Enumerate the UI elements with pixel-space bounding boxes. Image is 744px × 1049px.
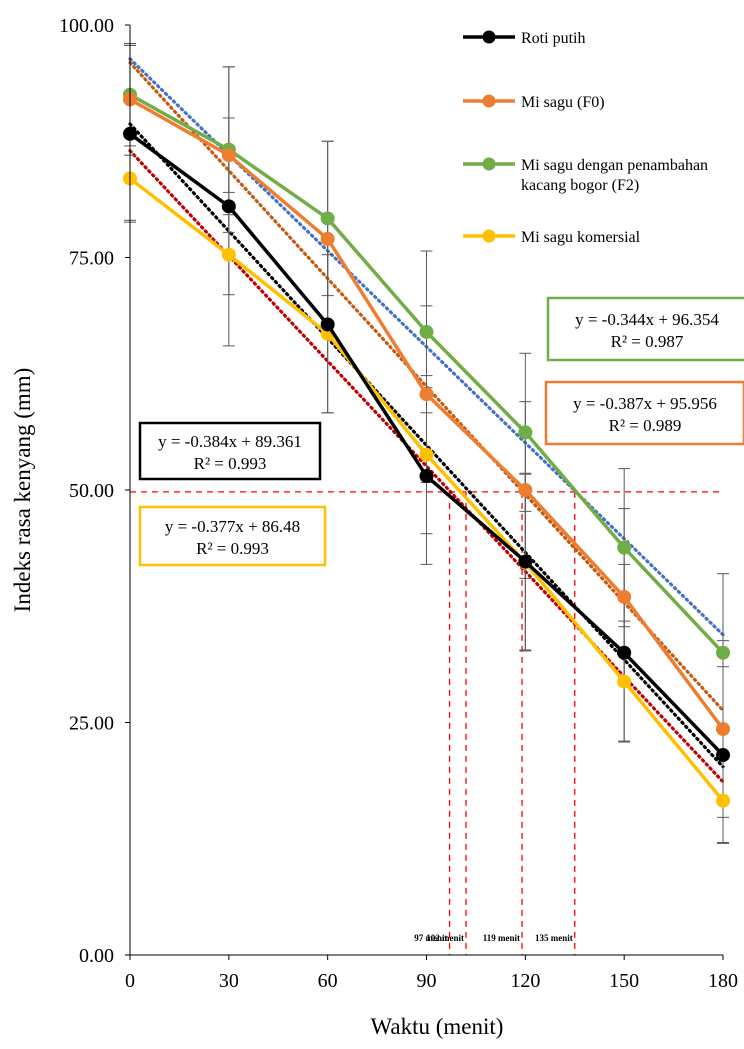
data-point (419, 324, 434, 339)
trendline-equation: y = -0.387x + 95.956 (573, 394, 717, 413)
equation-box (546, 296, 744, 362)
equation-box (544, 380, 744, 446)
y-tick-label: 25.00 (69, 713, 114, 735)
cutoff-label: 135 menit (535, 933, 573, 943)
data-point (617, 589, 632, 604)
equation-box (138, 505, 327, 567)
x-tick-label: 120 (510, 970, 540, 992)
data-point (518, 554, 533, 569)
legend-label: kacang bogor (F2) (521, 177, 639, 194)
tick-labels-layer: 0.00 25.00 50.00 75.00 100.00 0 30 60 90 120 150 18… (59, 15, 738, 992)
data-point (518, 425, 533, 440)
cutoff-label: 97 menit (414, 933, 447, 943)
x-tick-label: 30 (219, 970, 239, 992)
data-point (419, 387, 434, 402)
y-tick-label: 100.00 (59, 15, 114, 37)
data-point (221, 148, 236, 163)
y-tick-label: 0.00 (79, 945, 114, 967)
legend-label: Mi sagu (F0) (521, 94, 605, 111)
data-point (617, 674, 632, 689)
data-point (419, 447, 434, 462)
data-point (716, 793, 730, 808)
data-point (320, 317, 335, 332)
data-point (716, 722, 730, 737)
legend: Roti putih Mi sagu (F0) Mi sagu dengan pen… (463, 30, 708, 246)
cutoff-label: 102 menit (426, 933, 464, 943)
r-squared-label: R² = 0.993 (196, 539, 269, 558)
data-point (221, 247, 236, 262)
x-tick-label: 150 (609, 970, 639, 992)
trendline-equation: y = -0.377x + 86.48 (165, 517, 300, 536)
data-point (320, 211, 335, 226)
r-squared-label: R² = 0.989 (609, 416, 682, 435)
data-point (320, 231, 335, 246)
legend-swatch-marker (482, 94, 496, 108)
data-point (716, 645, 730, 660)
legend-label: Mi sagu komersial (521, 229, 641, 246)
legend-swatch-marker (482, 30, 496, 44)
legend-label: Mi sagu dengan penambahan (521, 157, 708, 174)
x-tick-label: 60 (318, 970, 338, 992)
equation-boxes-layer: y = -0.344x + 96.354 R² = 0.987 y = -0.387… (138, 296, 744, 567)
y-axis-title: Indeks rasa kenyang (mm) (10, 368, 35, 613)
data-point (419, 469, 434, 484)
r-squared-label: R² = 0.993 (194, 454, 267, 473)
data-point (518, 483, 533, 497)
series-layer (123, 87, 730, 808)
r-squared-label: R² = 0.987 (611, 332, 684, 351)
x-tick-label: 0 (125, 970, 135, 992)
trendline-equation: y = -0.384x + 89.361 (158, 432, 302, 451)
y-tick-label: 50.00 (69, 480, 114, 502)
legend-swatch-marker (482, 157, 496, 171)
legend-swatch-marker (482, 229, 496, 243)
legend-label: Roti putih (521, 30, 585, 47)
cutoff-label: 119 menit (483, 933, 520, 943)
x-tick-label: 90 (417, 970, 437, 992)
data-point (617, 540, 632, 555)
trendline-equation: y = -0.344x + 96.354 (575, 310, 719, 329)
equation-box (138, 421, 322, 481)
data-point (716, 748, 730, 763)
data-point (617, 645, 632, 660)
y-tick-label: 75.00 (69, 248, 114, 270)
x-axis-title: Waktu (menit) (371, 1014, 504, 1039)
x-tick-label: 180 (708, 970, 738, 992)
data-point (221, 199, 236, 214)
